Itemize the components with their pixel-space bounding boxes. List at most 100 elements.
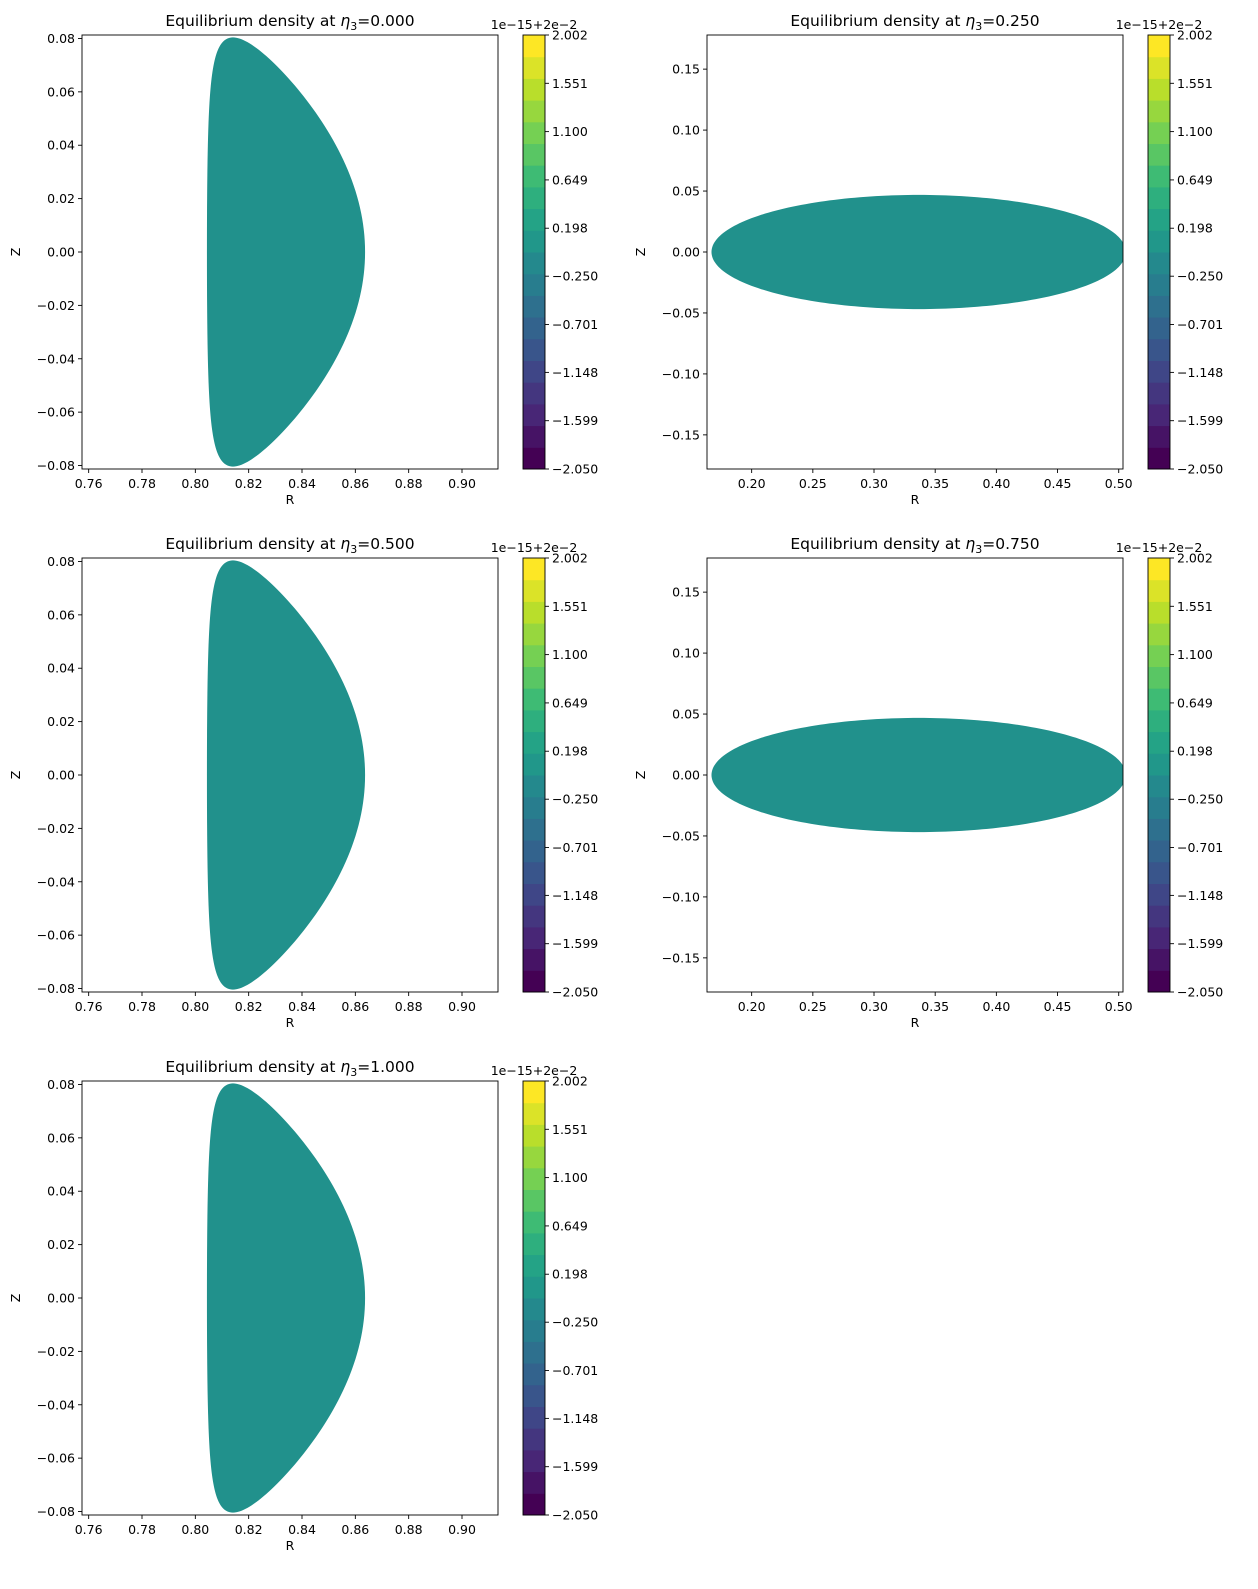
y-tick-label: −0.10 bbox=[662, 889, 700, 904]
x-tick-label: 0.88 bbox=[395, 1522, 423, 1537]
colorbar-band bbox=[523, 1211, 545, 1234]
colorbar-band bbox=[523, 382, 545, 405]
colorbar-band bbox=[523, 273, 545, 296]
colorbar-band bbox=[523, 317, 545, 340]
colorbar-tick-label: −0.250 bbox=[1177, 269, 1223, 284]
colorbar-band bbox=[523, 1298, 545, 1321]
colorbar-band bbox=[523, 186, 545, 210]
x-tick-label: 0.82 bbox=[235, 999, 263, 1014]
panel-1: 0.76 0.78 0.80 0.82 0.84 0.86 0.88 0.90 0.08 0.06… bbox=[8, 12, 598, 507]
y-tick-label: 0.02 bbox=[47, 714, 75, 729]
x-tick-label: 0.76 bbox=[75, 1522, 103, 1537]
colorbar-tick-label: −0.250 bbox=[552, 269, 598, 284]
colorbar-band bbox=[523, 861, 545, 884]
colorbar-band bbox=[523, 883, 545, 906]
colorbar-tick-label: −1.148 bbox=[552, 888, 598, 903]
colorbar-band bbox=[1148, 121, 1170, 144]
colorbar-band bbox=[523, 840, 545, 863]
colorbar-band bbox=[523, 1471, 545, 1494]
colorbar-tick-label: −1.148 bbox=[1177, 365, 1223, 380]
colorbar-tick-label: 0.198 bbox=[1177, 744, 1213, 759]
y-tick-label: −0.02 bbox=[37, 298, 75, 313]
y-tick-label: −0.06 bbox=[37, 928, 75, 943]
y-tick-label: 0.06 bbox=[47, 607, 75, 622]
colorbar-tick-label: −0.701 bbox=[1177, 317, 1223, 332]
x-tick-label: 0.86 bbox=[341, 1522, 369, 1537]
colorbar-tick-label: −1.148 bbox=[1177, 888, 1223, 903]
x-tick-label: 0.50 bbox=[1105, 999, 1133, 1014]
colorbar-tick-label: −0.250 bbox=[1177, 792, 1223, 807]
colorbar-band bbox=[523, 1384, 545, 1407]
colorbar-band bbox=[1148, 731, 1170, 754]
y-tick-label: 0.08 bbox=[47, 31, 75, 46]
colorbar-band bbox=[523, 360, 545, 383]
colorbar-band bbox=[1148, 425, 1170, 448]
colorbar-tick-label: 2.002 bbox=[552, 1074, 588, 1089]
x-tick-label: 0.84 bbox=[288, 476, 316, 491]
colorbar-band bbox=[1148, 926, 1170, 950]
x-tick-label: 0.45 bbox=[1044, 476, 1072, 491]
colorbar-tick-label: 1.551 bbox=[552, 76, 588, 91]
colorbar-band bbox=[523, 56, 545, 79]
x-tick-label: 0.80 bbox=[181, 1522, 209, 1537]
colorbar-band bbox=[523, 78, 545, 101]
colorbar-band bbox=[523, 970, 545, 993]
colorbar-band bbox=[1148, 753, 1170, 776]
colorbar-frame bbox=[522, 34, 546, 470]
y-tick-label: −0.08 bbox=[37, 981, 75, 996]
colorbar-band bbox=[523, 623, 545, 646]
panel-title: Equilibrium density at η3=0.500 bbox=[165, 535, 414, 556]
y-tick-label: 0.10 bbox=[672, 646, 700, 661]
x-tick-label: 0.25 bbox=[799, 999, 827, 1014]
colorbar-band bbox=[1148, 796, 1170, 819]
colorbar-band bbox=[523, 165, 545, 188]
colorbar-tick-label: −1.599 bbox=[1177, 936, 1223, 951]
panel-title: Equilibrium density at η3=0.250 bbox=[790, 12, 1039, 33]
x-tick-label: 0.88 bbox=[395, 999, 423, 1014]
colorbar-band bbox=[1148, 78, 1170, 101]
colorbar-band bbox=[523, 1146, 545, 1169]
y-tick-label: −0.04 bbox=[37, 874, 75, 889]
colorbar-band bbox=[523, 35, 545, 58]
density-region bbox=[711, 717, 1123, 833]
colorbar-tick-label: 2.002 bbox=[552, 28, 588, 43]
x-axis-label: R bbox=[911, 1015, 920, 1030]
colorbar-band bbox=[1148, 186, 1170, 210]
colorbar-band bbox=[523, 252, 545, 275]
colorbar: 2.002 1.551 1.100 0.649 0.198 −0.250 −0.701 −1.… bbox=[491, 1063, 599, 1523]
colorbar-tick-label: 1.551 bbox=[1177, 599, 1213, 614]
y-tick-label: −0.02 bbox=[37, 821, 75, 836]
colorbar-band bbox=[523, 295, 545, 318]
x-tick-label: 0.20 bbox=[738, 999, 766, 1014]
y-tick-label: 0.00 bbox=[47, 1291, 75, 1306]
colorbar-band bbox=[523, 1276, 545, 1299]
colorbar-frame bbox=[1147, 557, 1171, 993]
y-tick-label: 0.06 bbox=[47, 84, 75, 99]
colorbar-band bbox=[1148, 579, 1170, 602]
colorbar-band bbox=[1148, 100, 1170, 123]
x-tick-label: 0.76 bbox=[75, 999, 103, 1014]
colorbar-band bbox=[1148, 230, 1170, 253]
colorbar-band bbox=[523, 1189, 545, 1212]
density-region bbox=[711, 194, 1123, 310]
y-tick-label: 0.04 bbox=[47, 661, 75, 676]
y-tick-label: 0.04 bbox=[47, 138, 75, 153]
x-tick-label: 0.76 bbox=[75, 476, 103, 491]
colorbar: 2.002 1.551 1.100 0.649 0.198 −0.250 −0.701 −1.… bbox=[491, 17, 599, 477]
colorbar-band bbox=[523, 121, 545, 144]
colorbar-band bbox=[1148, 688, 1170, 711]
y-tick-label: 0.02 bbox=[47, 191, 75, 206]
colorbar-tick-label: −1.599 bbox=[552, 413, 598, 428]
colorbar-band bbox=[523, 1428, 545, 1451]
colorbar-tick-label: −0.701 bbox=[1177, 840, 1223, 855]
panel-5: 0.76 0.78 0.80 0.82 0.84 0.86 0.88 0.90 0.08 0.06… bbox=[8, 1058, 598, 1553]
colorbar-band bbox=[523, 948, 545, 971]
colorbar-band bbox=[1148, 601, 1170, 624]
colorbar-tick-label: 1.551 bbox=[552, 599, 588, 614]
colorbar-frame bbox=[522, 557, 546, 993]
y-tick-label: 0.08 bbox=[47, 554, 75, 569]
colorbar-band bbox=[1148, 295, 1170, 318]
x-axis-label: R bbox=[286, 1538, 295, 1553]
colorbar-band bbox=[523, 753, 545, 776]
colorbar-band bbox=[523, 1319, 545, 1342]
